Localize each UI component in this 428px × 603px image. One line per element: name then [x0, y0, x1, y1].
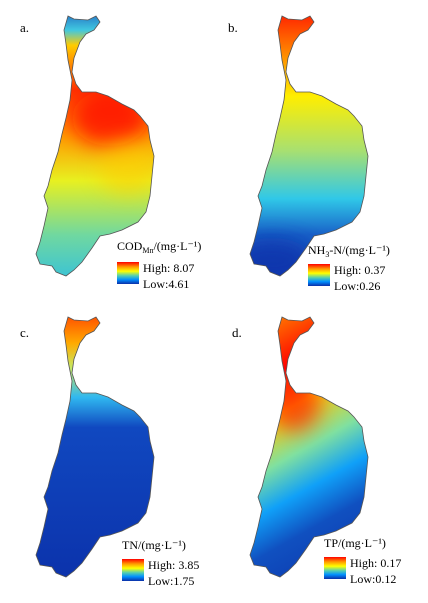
legend-color-ramp	[122, 559, 144, 581]
legend: TP/(mg·L⁻¹) High: 0.17 Low:0.12	[324, 536, 401, 585]
legend-low-label: Low:1.75	[148, 574, 195, 588]
legend-high-label: High: 0.37	[334, 263, 386, 277]
panel-label: a.	[20, 20, 30, 35]
legend-high-label: High: 0.17	[350, 556, 402, 570]
map-panel-c: c. TN/(mg·L⁻¹) High: 3.85 Low:1.75	[0, 301, 214, 602]
map-panel-d: d. TP/(mg·L⁻¹) High: 0.17 Low:0.12	[214, 301, 428, 602]
panel-label: c.	[20, 325, 30, 340]
legend-color-ramp	[324, 557, 346, 579]
legend-title: CODMn/(mg·L⁻¹)	[117, 239, 202, 255]
map-panel-a: a. CODMn/(mg·L⁻¹) High: 8.07 Low:4.61	[0, 0, 214, 301]
nh3n-distribution-map	[249, 15, 369, 277]
cod-distribution-map	[35, 15, 155, 277]
legend: TN/(mg·L⁻¹) High: 3.85 Low:1.75	[122, 538, 199, 587]
legend: CODMn/(mg·L⁻¹) High: 8.07 Low:4.61	[117, 239, 202, 290]
legend-color-ramp	[308, 264, 330, 286]
legend: NH3-N/(mg·L⁻¹) High: 0.37 Low:0.26	[308, 243, 390, 292]
legend-low-label: Low:0.12	[350, 572, 397, 586]
legend-low-label: Low:4.61	[143, 277, 190, 291]
panel-label: b.	[228, 20, 238, 35]
tp-distribution-map	[249, 316, 369, 578]
legend-high-label: High: 3.85	[148, 558, 200, 572]
legend-title: TN/(mg·L⁻¹)	[122, 538, 186, 552]
legend-high-label: High: 8.07	[143, 261, 195, 275]
legend-title: NH3-N/(mg·L⁻¹)	[308, 243, 390, 259]
tn-distribution-map	[35, 316, 155, 578]
legend-color-ramp	[117, 262, 139, 284]
legend-low-label: Low:0.26	[334, 279, 381, 293]
legend-title: TP/(mg·L⁻¹)	[324, 536, 386, 550]
map-panel-b: b. NH3-N/(mg·L⁻¹) High: 0.37 Low:0.26	[214, 0, 428, 301]
panel-label: d.	[232, 325, 242, 340]
